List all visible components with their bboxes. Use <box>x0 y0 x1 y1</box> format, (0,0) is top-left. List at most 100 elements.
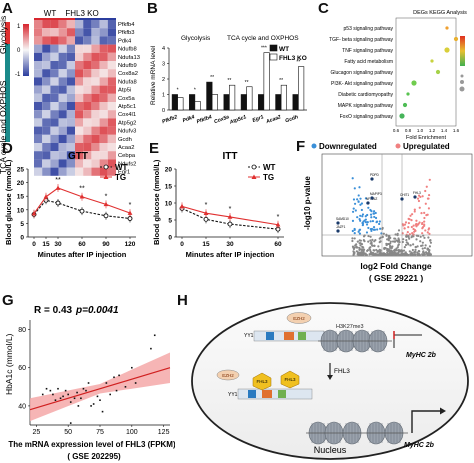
volcano-point <box>364 197 367 200</box>
volcano-point <box>404 221 408 224</box>
volcano-point <box>413 253 417 257</box>
volcano-point <box>426 231 429 234</box>
volcano-point <box>359 251 363 255</box>
h-top-mark: H3K27me3 <box>336 324 364 330</box>
heatmap-cell <box>91 69 100 78</box>
heatmap-cell <box>83 102 92 111</box>
volcano-point <box>379 227 382 230</box>
wt-point <box>103 213 109 219</box>
b-ytick-label: 0 <box>162 108 165 114</box>
volcano-point <box>372 210 376 213</box>
h-bottom-yy1: YY1 <box>228 392 238 398</box>
gene-label: Ndufa13 <box>118 55 140 61</box>
volcano-point <box>385 242 388 245</box>
volcano-point <box>367 206 370 209</box>
h-top-yy1: YY1 <box>244 333 254 339</box>
ytick-label: 10 <box>17 207 25 214</box>
g-point <box>82 387 85 390</box>
d-xlabel: Minutes after IP injection <box>38 250 127 259</box>
volcano-point <box>357 253 360 256</box>
volcano-point <box>389 253 392 256</box>
sig-label: ** <box>79 186 85 193</box>
volcano-point <box>397 251 400 254</box>
heatmap-cell <box>107 126 116 135</box>
h-bottom-fhl3b: FHL3 <box>284 377 296 382</box>
g-xtick-label: 75 <box>96 429 104 436</box>
heatmap-cell <box>66 143 75 152</box>
heatmap-cell <box>83 110 92 119</box>
g-point <box>59 397 62 400</box>
volcano-point <box>358 248 362 251</box>
volcano-point <box>421 241 424 244</box>
heatmap-cell <box>83 28 92 37</box>
volcano-point <box>428 232 431 235</box>
heatmap-cell <box>83 69 92 78</box>
volcano-point <box>357 194 360 197</box>
volcano-point <box>414 229 417 233</box>
b-bar <box>280 84 287 111</box>
c-xtick-label: 1.6 <box>453 128 460 133</box>
c-xtick-label: 0.6 <box>393 128 400 133</box>
panel-c-kegg-chart: DEGs KEGG Analysis p53 signaling pathway… <box>329 10 467 141</box>
volcano-point <box>428 245 432 248</box>
group-label-tca: TCA cycle and OXPHOS <box>0 80 8 174</box>
volcano-gene-point <box>400 197 404 201</box>
heatmap-cell <box>75 143 84 152</box>
volcano-point <box>423 216 426 220</box>
b-bar <box>211 94 218 111</box>
c-pathway-label: TGF- beta signaling pathway <box>329 37 393 43</box>
volcano-point <box>351 239 354 243</box>
heatmap-cell <box>42 143 51 152</box>
heatmap-cell <box>50 61 59 70</box>
sig-label: * <box>105 193 108 200</box>
volcano-point <box>427 193 431 197</box>
b-sig-label: * <box>194 88 196 94</box>
xtick-label: 0 <box>32 241 36 248</box>
heatmap-cell <box>34 61 43 70</box>
volcano-point <box>410 225 413 229</box>
series-line <box>33 187 131 214</box>
heatmap-cell <box>50 77 59 86</box>
volcano-point <box>427 227 431 230</box>
g-ytick-label: 60 <box>18 365 26 372</box>
b-bar <box>298 66 305 111</box>
g-point <box>134 382 137 384</box>
volcano-point <box>364 221 368 224</box>
g-point <box>69 401 72 403</box>
tg-point <box>275 222 281 227</box>
sig-label: * <box>129 202 132 209</box>
b-bar <box>246 86 253 111</box>
b-bar <box>229 84 236 111</box>
heatmap-cell <box>83 118 92 127</box>
volcano-point <box>429 253 432 257</box>
gene-label: Atp5g2 <box>118 120 136 126</box>
heatmap-cell <box>66 52 75 61</box>
heatmap-cell <box>75 20 84 29</box>
g-point <box>80 397 82 400</box>
b-category-label: Pfkfb2 <box>161 114 178 125</box>
tg-point <box>227 214 233 219</box>
volcano-point <box>370 244 374 247</box>
h-active-arrow <box>411 410 442 433</box>
heatmap-cell <box>75 167 84 176</box>
volcano-point <box>409 244 412 247</box>
f-xsub: ( GSE 29221 ) <box>369 273 424 283</box>
volcano-point <box>368 253 371 256</box>
volcano-point <box>373 244 376 247</box>
g-point <box>76 391 78 394</box>
volcano-point <box>373 249 376 252</box>
volcano-point <box>398 240 401 244</box>
volcano-point <box>397 229 401 232</box>
volcano-point <box>412 233 415 236</box>
volcano-point <box>414 250 417 254</box>
heatmap-cell <box>75 134 84 143</box>
c-point <box>445 26 449 30</box>
heatmap-cell <box>75 61 84 70</box>
heatmap-cell <box>42 102 51 111</box>
heatmap-cell <box>50 85 59 94</box>
heatmap-cell <box>107 69 116 78</box>
volcano-point <box>429 239 432 242</box>
b-sig-label: ** <box>227 78 231 84</box>
volcano-point <box>423 220 426 223</box>
volcano-gene-point <box>366 201 370 205</box>
